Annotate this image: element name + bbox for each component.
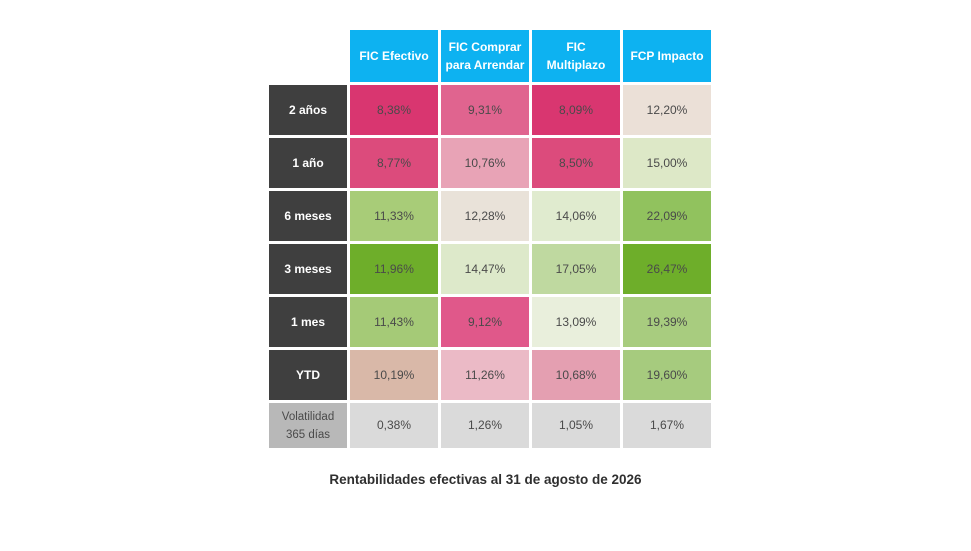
table-cell: 8,38% — [350, 85, 438, 135]
table-cell: 14,47% — [441, 244, 529, 294]
table-cell: 1,26% — [441, 403, 529, 448]
column-header: FIC Comprar para Arrendar — [441, 30, 529, 82]
table-cell: 17,05% — [532, 244, 620, 294]
column-header: FIC Multiplazo — [532, 30, 620, 82]
table-cell: 1,67% — [623, 403, 711, 448]
table-cell: 12,20% — [623, 85, 711, 135]
row-header: 6 meses — [269, 191, 347, 241]
table-cell: 11,26% — [441, 350, 529, 400]
table-cell: 13,09% — [532, 297, 620, 347]
table-cell: 19,39% — [623, 297, 711, 347]
table-cell: 9,12% — [441, 297, 529, 347]
table-cell: 8,09% — [532, 85, 620, 135]
table-cell: 11,43% — [350, 297, 438, 347]
table-cell: 1,05% — [532, 403, 620, 448]
table-cell: 19,60% — [623, 350, 711, 400]
table-caption: Rentabilidades efectivas al 31 de agosto… — [329, 472, 642, 487]
column-header: FCP Impacto — [623, 30, 711, 82]
table-cell: 8,50% — [532, 138, 620, 188]
row-header: 3 meses — [269, 244, 347, 294]
table-cell: 0,38% — [350, 403, 438, 448]
table-cell: 14,06% — [532, 191, 620, 241]
table-cell: 12,28% — [441, 191, 529, 241]
table-cell: 9,31% — [441, 85, 529, 135]
table-cell: 11,33% — [350, 191, 438, 241]
row-header: YTD — [269, 350, 347, 400]
table-cell: 22,09% — [623, 191, 711, 241]
row-header: 2 años — [269, 85, 347, 135]
table-cell: 10,68% — [532, 350, 620, 400]
table-cell: 10,19% — [350, 350, 438, 400]
table-cell: 8,77% — [350, 138, 438, 188]
table-cell: 11,96% — [350, 244, 438, 294]
table-cell: 10,76% — [441, 138, 529, 188]
table-cell: 15,00% — [623, 138, 711, 188]
column-header: FIC Efectivo — [350, 30, 438, 82]
returns-table: FIC Efectivo FIC Comprar para Arrendar FIC… — [269, 30, 711, 453]
table-cell: 26,47% — [623, 244, 711, 294]
row-header: 1 año — [269, 138, 347, 188]
row-header: 1 mes — [269, 297, 347, 347]
row-header: Volatilidad 365 días — [269, 403, 347, 448]
